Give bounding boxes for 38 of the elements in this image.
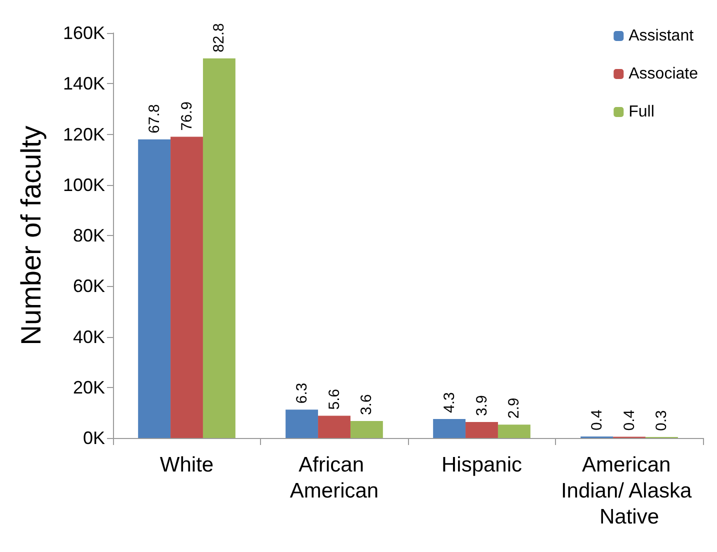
y-tick-label: 120K [62,124,105,144]
annotation: 3.9 [473,395,490,416]
y-tick-label: 40K [72,326,105,347]
annotation: 67.8 [146,104,163,134]
annotation: 2.9 [506,398,523,419]
y-tick-label: 100K [62,174,105,195]
x-tick-label: American Indian/ Alaska Native [560,454,698,528]
annotation: 3.6 [358,394,376,416]
bar [318,416,350,438]
annotation: 82.8 [210,23,228,52]
bar [498,424,530,438]
annotation: 76.9 [178,102,196,131]
bar [466,422,498,438]
y-tick-label: 160K [62,23,105,43]
x-tick-label: Hispanic [441,454,522,476]
bar [202,58,236,438]
bar [138,139,171,438]
annotation: 5.6 [326,388,343,410]
annotation: 0.4 [620,410,638,431]
legend-label: Associate [628,66,698,82]
y-tick-label: 0K [82,428,105,448]
y-tick-label: 60K [72,276,105,296]
bar [350,421,383,438]
y-tick-label: 80K [72,226,105,246]
y-tick-label: 20K [72,377,105,398]
x-tick-label: White [160,454,214,476]
annotation: 0.3 [653,410,670,431]
x-tick-label: African American [290,454,379,502]
y-axis-title: Number of faculty [16,126,46,346]
y-tick-label: 140K [62,74,105,94]
bar [170,136,203,438]
annotation: 6.3 [293,382,310,404]
bar [433,419,466,438]
annotation: 4.3 [440,392,458,414]
annotation: 0.4 [588,410,606,430]
bar [286,410,318,438]
legend-label: Assistant [628,28,694,44]
legend-label: Full [628,104,654,120]
